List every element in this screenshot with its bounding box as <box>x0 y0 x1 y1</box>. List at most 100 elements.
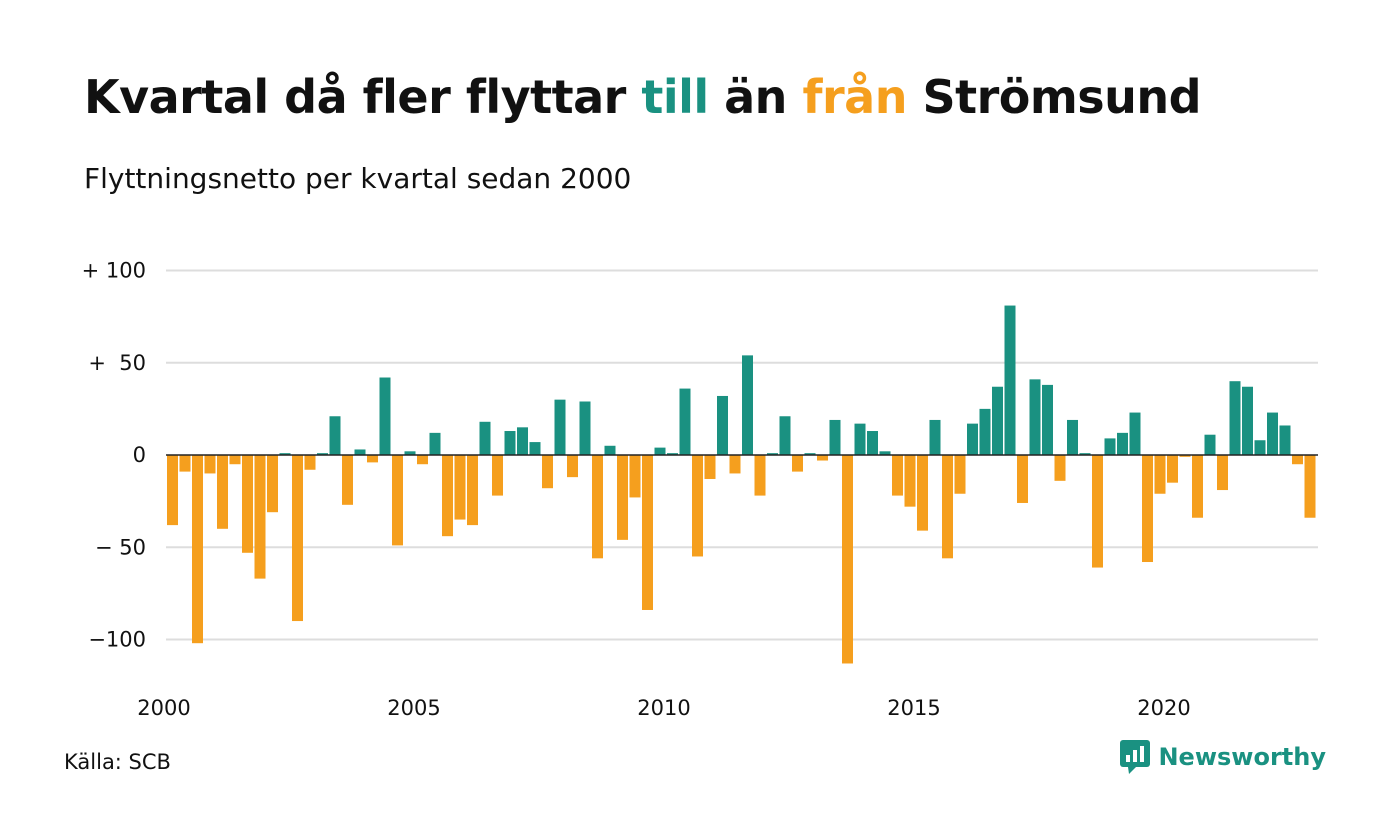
bar-positive <box>804 453 816 455</box>
bar-negative <box>442 455 453 537</box>
bar-negative <box>917 455 928 531</box>
bar-positive <box>554 399 566 455</box>
bar-negative <box>292 455 303 622</box>
bar-negative <box>642 455 653 610</box>
bar-negative <box>1092 455 1103 568</box>
bar-positive <box>742 355 753 455</box>
bar-positive <box>1254 440 1266 455</box>
bar-positive <box>854 423 866 455</box>
bar-negative <box>704 455 716 479</box>
bar-positive <box>667 453 678 455</box>
bar-negative <box>204 455 216 474</box>
x-tick-label: 2020 <box>1137 696 1190 720</box>
bar-positive <box>529 442 541 455</box>
x-tick-label: 2010 <box>637 696 690 720</box>
bar-positive <box>604 445 616 455</box>
x-tick-label: 2000 <box>137 696 190 720</box>
x-tick-label: 2015 <box>887 696 940 720</box>
bar-positive <box>679 388 691 455</box>
bar-negative <box>792 455 803 472</box>
chart-subtitle: Flyttningsnetto per kvartal sedan 2000 <box>84 162 632 195</box>
y-tick-label: + 100 <box>82 259 146 283</box>
bar-chart: + 100 + 50 0 − 50 −100 2000 2005 2010 2015 2020 <box>82 259 1318 720</box>
bar-negative <box>692 455 703 557</box>
bar-negative <box>892 455 903 496</box>
bar-positive <box>429 432 441 455</box>
bar-positive <box>1204 434 1216 455</box>
bar-negative <box>342 455 353 505</box>
bar-positive <box>579 401 591 455</box>
bar-negative <box>229 455 241 465</box>
bar-positive <box>1104 438 1116 455</box>
bar-negative <box>1292 455 1303 465</box>
bar-positive <box>1129 412 1141 455</box>
bar-negative <box>542 455 553 489</box>
bar-positive <box>1229 381 1241 455</box>
bars <box>167 305 1316 664</box>
bar-positive <box>992 386 1003 455</box>
bar-positive <box>979 408 991 455</box>
bar-negative <box>1217 455 1228 491</box>
bar-positive <box>1042 384 1053 455</box>
bar-positive <box>654 447 666 455</box>
title-part-2: än <box>708 70 803 124</box>
bar-negative <box>304 455 316 470</box>
bar-negative <box>592 455 603 559</box>
bar-negative <box>729 455 741 474</box>
bar-positive <box>1067 419 1078 455</box>
bar-positive <box>1079 453 1091 455</box>
bar-positive <box>279 453 291 455</box>
bar-negative <box>842 455 853 664</box>
bar-negative <box>367 455 378 463</box>
x-tick-label: 2005 <box>387 696 440 720</box>
source-note: Källa: SCB <box>64 750 171 774</box>
bar-positive <box>717 395 728 455</box>
bar-negative <box>1054 455 1066 481</box>
bar-negative <box>454 455 466 520</box>
bar-positive <box>379 377 391 455</box>
bar-negative <box>242 455 253 553</box>
y-axis-labels: + 100 + 50 0 − 50 −100 <box>82 259 146 652</box>
bar-negative <box>817 455 828 461</box>
y-tick-label: 0 <box>133 443 146 467</box>
brand-logo[interactable]: Newsworthy <box>1120 740 1326 774</box>
brand-name: Newsworthy <box>1158 743 1326 771</box>
bar-positive <box>867 431 878 455</box>
title-highlight-fran: från <box>802 70 907 124</box>
title-highlight-till: till <box>641 70 709 124</box>
bar-negative <box>192 455 203 644</box>
bar-negative <box>492 455 503 496</box>
bar-positive <box>517 427 528 455</box>
bar-positive <box>317 453 328 455</box>
title-part-3: Strömsund <box>906 70 1202 124</box>
bar-negative <box>392 455 403 546</box>
x-axis-labels: 2000 2005 2010 2015 2020 <box>137 696 1190 720</box>
bar-negative <box>1192 455 1203 518</box>
bar-positive <box>404 451 416 455</box>
bar-positive <box>504 431 516 455</box>
bar-positive <box>779 416 791 455</box>
bar-negative <box>1017 455 1028 503</box>
bar-negative <box>1179 455 1191 457</box>
bar-negative <box>567 455 578 478</box>
bar-negative <box>1167 455 1178 483</box>
bar-negative <box>617 455 628 540</box>
bar-negative <box>267 455 278 513</box>
bar-positive <box>1279 425 1291 455</box>
bar-negative <box>954 455 966 494</box>
bar-negative <box>1304 455 1316 518</box>
bar-positive <box>1242 386 1253 455</box>
y-tick-label: −100 <box>88 628 146 652</box>
bar-negative <box>754 455 766 496</box>
bar-positive <box>879 451 891 455</box>
chart-title: Kvartal då fler flyttar till än från Str… <box>84 70 1202 124</box>
bar-positive <box>967 423 978 455</box>
bar-negative <box>1154 455 1166 494</box>
bar-negative <box>942 455 953 559</box>
bar-negative <box>904 455 916 507</box>
bar-positive <box>767 453 778 455</box>
bar-positive <box>329 416 341 455</box>
bar-positive <box>829 419 841 455</box>
bar-positive <box>354 449 366 455</box>
bar-positive <box>929 419 941 455</box>
